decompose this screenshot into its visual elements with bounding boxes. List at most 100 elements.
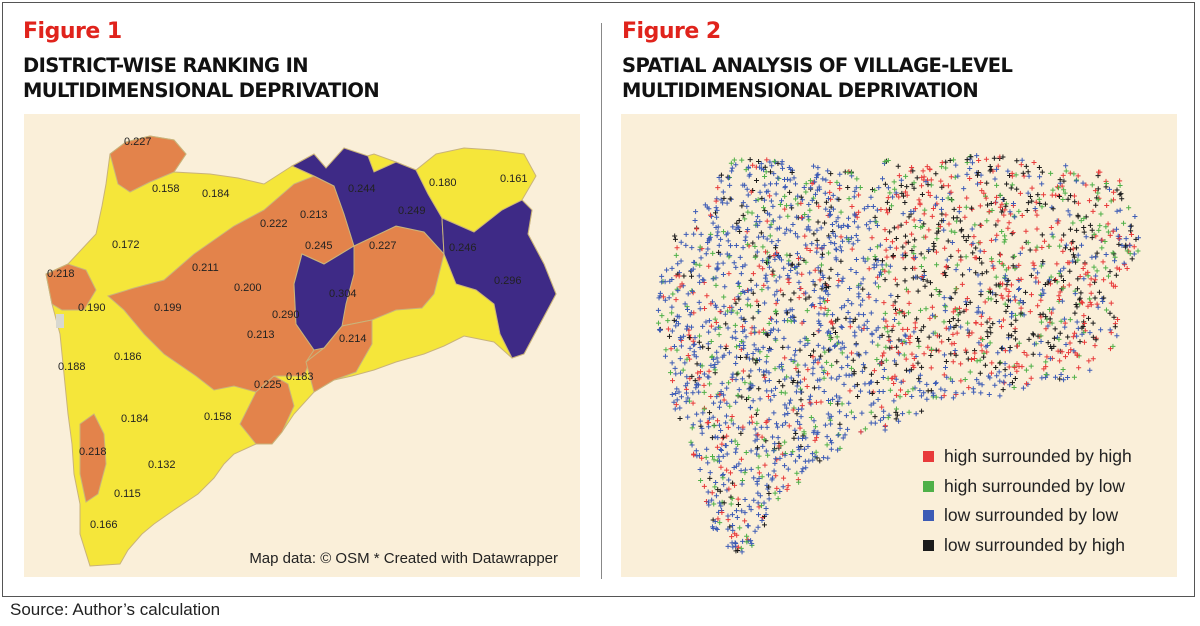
village-cluster-marker <box>825 455 831 461</box>
village-cluster-marker <box>675 288 681 294</box>
village-cluster-marker <box>1063 242 1069 248</box>
village-cluster-marker <box>1024 352 1030 358</box>
village-cluster-marker <box>876 185 882 191</box>
village-cluster-marker <box>1028 363 1034 369</box>
village-cluster-marker <box>884 323 890 329</box>
village-cluster-marker <box>955 317 961 323</box>
village-cluster-marker <box>785 483 791 489</box>
village-cluster-marker <box>835 215 841 221</box>
village-cluster-marker <box>1071 193 1077 199</box>
village-cluster-marker <box>825 297 831 303</box>
village-cluster-marker <box>689 273 695 279</box>
village-cluster-marker <box>806 294 812 300</box>
village-cluster-marker <box>887 263 893 269</box>
village-cluster-marker <box>891 381 897 387</box>
village-cluster-marker <box>777 214 783 220</box>
village-cluster-marker <box>716 404 722 410</box>
village-cluster-marker <box>1047 281 1053 287</box>
village-cluster-marker <box>723 321 729 327</box>
village-cluster-marker <box>1006 288 1012 294</box>
village-cluster-marker <box>848 170 854 176</box>
village-cluster-marker <box>1001 212 1007 218</box>
village-cluster-marker <box>701 277 707 283</box>
village-cluster-marker <box>785 466 791 472</box>
village-cluster-marker <box>756 234 762 240</box>
village-cluster-marker <box>752 254 758 260</box>
village-cluster-marker <box>833 219 839 225</box>
village-cluster-marker <box>1042 201 1048 207</box>
village-cluster-marker <box>815 429 821 435</box>
legend-item-high-low: high surrounded by low <box>923 472 1132 502</box>
district-value-label: 0.200 <box>234 282 262 294</box>
village-cluster-marker <box>925 182 931 188</box>
village-cluster-marker <box>1053 192 1059 198</box>
village-cluster-marker <box>1018 310 1024 316</box>
village-cluster-marker <box>893 190 899 196</box>
district-value-label: 0.244 <box>348 183 376 195</box>
village-cluster-marker <box>718 172 724 178</box>
village-cluster-marker <box>938 395 944 401</box>
village-cluster-marker <box>941 372 947 378</box>
district-value-label: 0.245 <box>305 240 333 252</box>
village-cluster-marker <box>762 182 768 188</box>
village-cluster-marker <box>820 283 826 289</box>
village-cluster-marker <box>945 183 951 189</box>
village-cluster-marker <box>1016 285 1022 291</box>
village-cluster-marker <box>1039 204 1045 210</box>
village-cluster-marker <box>1031 332 1037 338</box>
village-cluster-marker <box>706 329 712 335</box>
village-cluster-marker <box>710 276 716 282</box>
village-cluster-marker <box>1070 239 1076 245</box>
village-cluster-marker <box>754 436 760 442</box>
village-cluster-marker <box>920 168 926 174</box>
village-cluster-marker <box>913 411 919 417</box>
village-cluster-marker <box>1044 354 1050 360</box>
village-cluster-marker <box>715 224 721 230</box>
village-cluster-marker <box>801 376 807 382</box>
village-cluster-marker <box>932 202 938 208</box>
village-cluster-marker <box>903 286 909 292</box>
village-cluster-marker <box>1038 292 1044 298</box>
village-cluster-marker <box>958 257 964 263</box>
village-cluster-marker <box>1058 237 1064 243</box>
village-cluster-marker <box>733 360 739 366</box>
village-cluster-marker <box>795 234 801 240</box>
village-cluster-marker <box>772 441 778 447</box>
village-cluster-marker <box>828 318 834 324</box>
village-cluster-marker <box>803 189 809 195</box>
village-cluster-marker <box>950 309 956 315</box>
village-cluster-marker <box>1075 173 1081 179</box>
village-cluster-marker <box>1097 223 1103 229</box>
village-cluster-marker <box>714 233 720 239</box>
village-cluster-marker <box>828 446 834 452</box>
village-cluster-marker <box>1052 374 1058 380</box>
village-cluster-marker <box>1003 203 1009 209</box>
village-cluster-marker <box>1073 301 1079 307</box>
village-cluster-marker <box>1093 202 1099 208</box>
village-cluster-marker <box>770 203 776 209</box>
village-cluster-marker <box>748 466 754 472</box>
village-cluster-marker <box>746 420 752 426</box>
village-cluster-marker <box>846 215 852 221</box>
village-cluster-marker <box>713 205 719 211</box>
village-cluster-marker <box>753 177 759 183</box>
village-cluster-marker <box>811 332 817 338</box>
village-cluster-marker <box>819 251 825 257</box>
village-cluster-marker <box>678 394 684 400</box>
village-cluster-marker <box>1038 263 1044 269</box>
village-cluster-marker <box>699 430 705 436</box>
village-cluster-marker <box>1013 336 1019 342</box>
village-cluster-marker <box>742 470 748 476</box>
figure1-title: DISTRICT-WISE RANKING IN MULTIDIMENSIONA… <box>23 54 380 102</box>
village-cluster-marker <box>808 352 814 358</box>
village-cluster-marker <box>716 249 722 255</box>
village-cluster-marker <box>810 279 816 285</box>
village-cluster-marker <box>776 443 782 449</box>
village-cluster-marker <box>1087 299 1093 305</box>
village-cluster-marker <box>869 187 875 193</box>
village-cluster-marker <box>742 380 748 386</box>
village-cluster-marker <box>773 456 779 462</box>
village-cluster-marker <box>916 197 922 203</box>
district-value-label: 0.186 <box>114 351 142 363</box>
village-cluster-marker <box>690 400 696 406</box>
